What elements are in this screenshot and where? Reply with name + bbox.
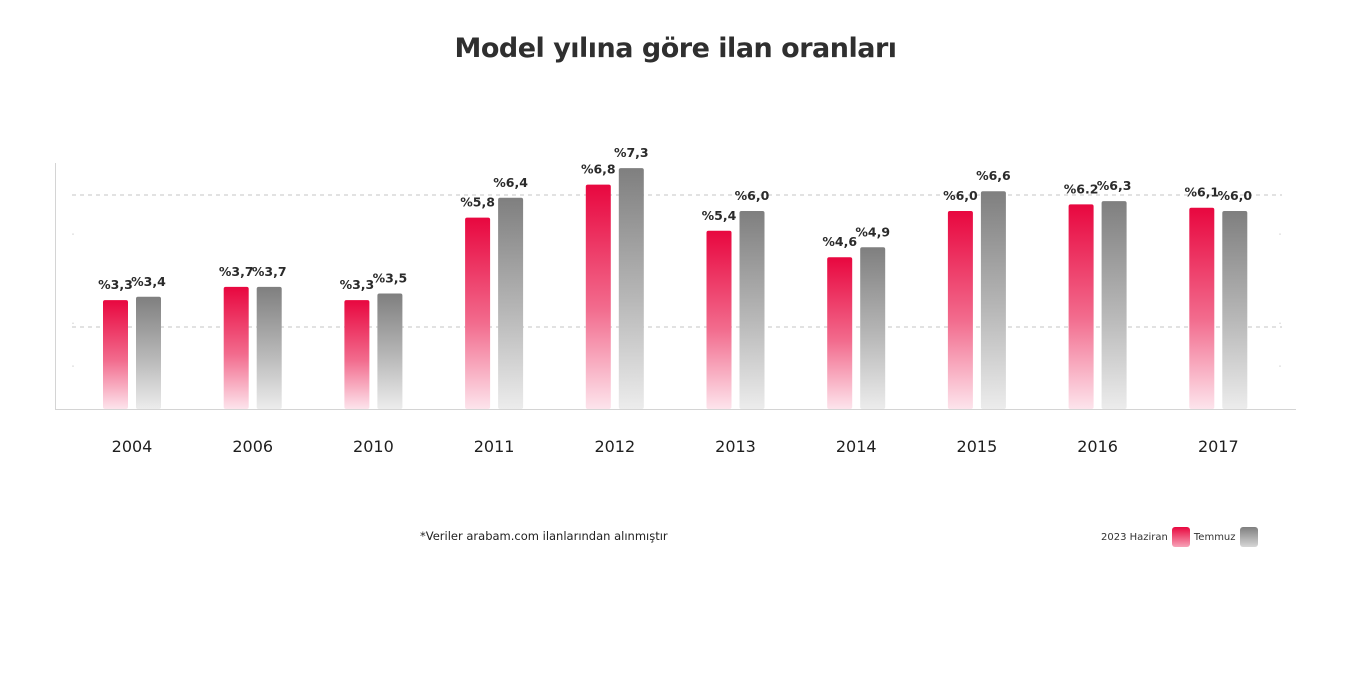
category-label-2010: 2010 [353,437,394,456]
value-label-temmuz-2012: %7,3 [614,145,649,160]
bar-haziran-2012 [585,184,611,409]
category-labels: 2004 2006 2010 2011 2012 2013 2014 2015 2016 2017 [112,437,1239,456]
value-label-temmuz-2015: %6,6 [976,168,1011,183]
bar-temmuz-2015 [980,191,1006,409]
value-label-haziran-2013: %5,4 [702,208,737,223]
value-label-haziran-2011: %5,8 [460,195,495,210]
value-label-temmuz-2013: %6,0 [735,188,770,203]
bar-temmuz-2017 [1222,211,1248,409]
legend: 2023 Haziran Temmuz [1101,527,1262,547]
value-label-haziran-2006: %3,7 [219,264,254,279]
chart-title: Model yılına göre ilan oranları [454,33,897,64]
value-label-temmuz-2011: %6,4 [493,175,528,190]
value-label-temmuz-2004: %3,4 [131,274,166,289]
legend-label-temmuz: Temmuz [1193,531,1236,543]
bar-temmuz-2014 [860,247,886,409]
grid-lines [72,194,1282,367]
bars [103,168,1248,409]
value-label-haziran-2017: %6,1 [1184,185,1219,200]
value-label-haziran-2015: %6,0 [943,188,978,203]
value-label-haziran-2010: %3,3 [340,277,375,292]
bar-temmuz-2004 [136,296,161,409]
bar-haziran-2010 [344,300,370,409]
category-label-2012: 2012 [594,437,635,456]
bar-haziran-2017 [1189,207,1215,409]
footnote: *Veriler arabam.com ilanlarından alınmış… [420,529,668,543]
value-label-temmuz-2014: %4,9 [855,224,890,239]
legend-swatch-temmuz [1239,527,1258,547]
value-labels: %3,3%3,4%3,7%3,7%3,3%3,5%5,8%6,4%6,8%7,3… [98,145,1252,292]
category-label-2014: 2014 [836,437,877,456]
bar-haziran-2015 [947,211,973,409]
bar-temmuz-2010 [377,293,403,409]
category-label-2015: 2015 [957,437,998,456]
category-label-2004: 2004 [112,437,153,456]
value-label-haziran-2004: %3,3 [98,277,133,292]
category-label-2006: 2006 [232,437,273,456]
legend-swatch-haziran [1171,527,1190,547]
bar-temmuz-2011 [498,197,524,409]
category-label-2016: 2016 [1077,437,1118,456]
bar-temmuz-2016 [1101,201,1127,409]
bar-temmuz-2006 [256,286,282,409]
category-label-2011: 2011 [474,437,515,456]
bar-haziran-2006 [223,286,249,409]
bar-temmuz-2012 [618,168,644,409]
bar-haziran-2004 [103,300,128,409]
value-label-haziran-2016: %6.2 [1064,181,1099,196]
category-label-2013: 2013 [715,437,756,456]
value-label-haziran-2012: %6,8 [581,162,616,177]
value-label-temmuz-2010: %3,5 [373,271,408,286]
category-label-2017: 2017 [1198,437,1239,456]
value-label-temmuz-2017: %6,0 [1217,188,1252,203]
bar-temmuz-2013 [739,211,765,409]
value-label-haziran-2014: %4,6 [822,234,857,249]
bar-haziran-2011 [465,217,491,409]
bar-haziran-2013 [706,230,732,409]
bar-haziran-2014 [827,257,853,409]
value-label-temmuz-2016: %6,3 [1097,178,1132,193]
legend-label-haziran: 2023 Haziran [1101,531,1168,543]
bar-haziran-2016 [1068,204,1094,409]
value-label-temmuz-2006: %3,7 [252,264,287,279]
